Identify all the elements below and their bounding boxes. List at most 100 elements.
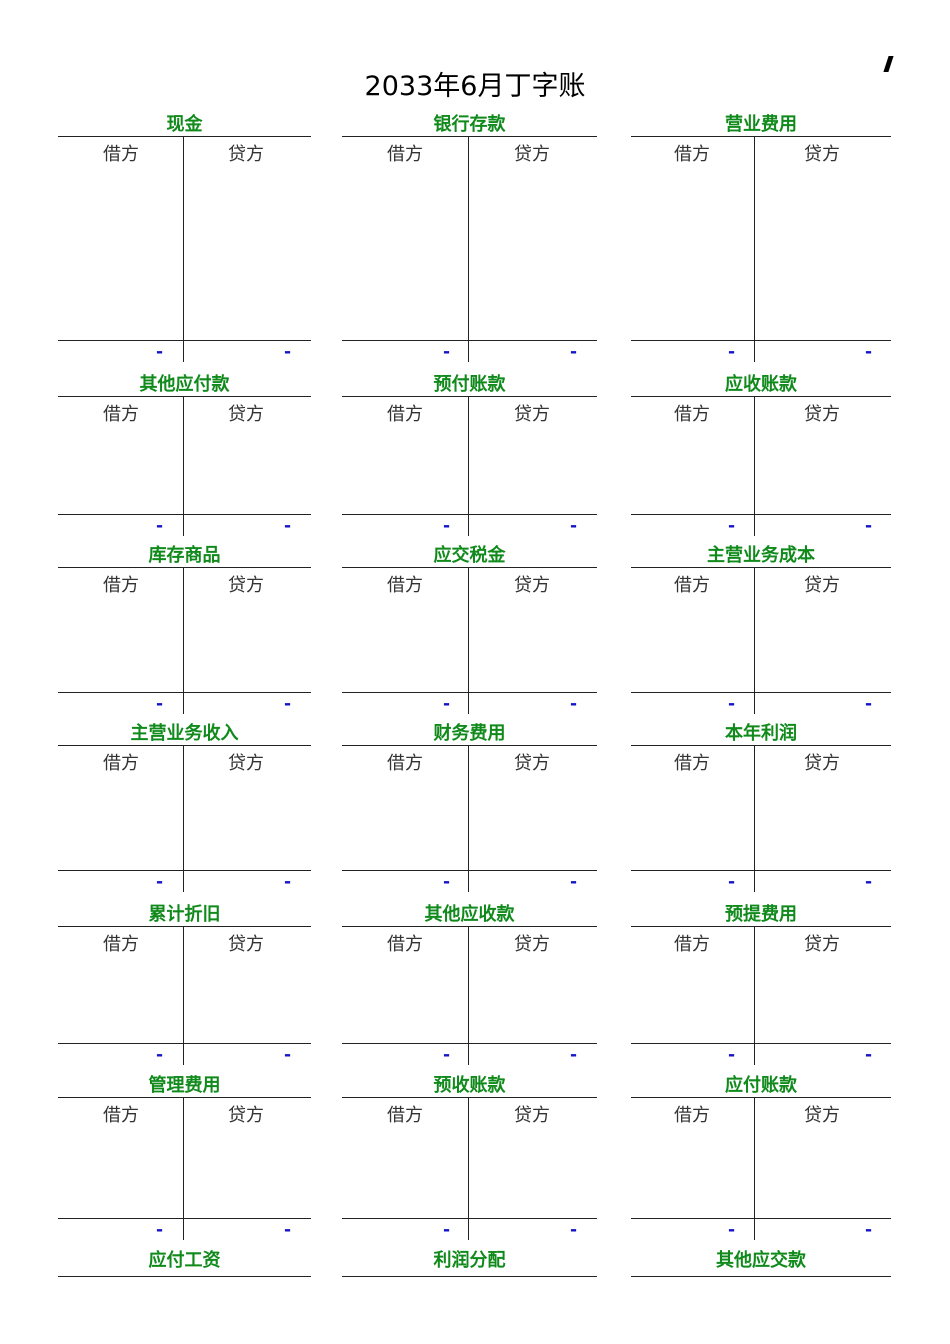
t-account: 其他应付款 借方 贷方 - - xyxy=(58,372,311,538)
credit-balance: - xyxy=(570,1220,578,1240)
t-account: 预收账款 借方 贷方 - - xyxy=(342,1073,597,1242)
account-name: 其他应付款 xyxy=(139,374,230,395)
debit-label: 借方 xyxy=(674,934,710,955)
debit-label: 借方 xyxy=(674,144,710,165)
account-divider xyxy=(183,567,184,714)
account-divider xyxy=(754,745,755,892)
account-name: 预付账款 xyxy=(433,374,506,395)
credit-label: 贷方 xyxy=(228,753,264,774)
debit-label: 借方 xyxy=(387,404,423,425)
account-divider xyxy=(754,1097,755,1240)
t-account: 主营业务成本 借方 贷方 - - xyxy=(631,543,891,716)
credit-label: 贷方 xyxy=(514,934,550,955)
credit-balance: - xyxy=(865,694,873,714)
credit-label: 贷方 xyxy=(228,934,264,955)
account-bottom-rule xyxy=(342,514,597,515)
debit-balance: - xyxy=(443,694,451,714)
account-divider xyxy=(754,396,755,536)
account-divider xyxy=(183,136,184,362)
debit-balance: - xyxy=(728,694,736,714)
account-name: 应交税金 xyxy=(433,545,506,566)
debit-label: 借方 xyxy=(103,934,139,955)
account-divider xyxy=(468,567,469,714)
credit-balance: - xyxy=(570,872,578,892)
account-top-rule xyxy=(58,136,311,137)
account-divider xyxy=(468,745,469,892)
t-account: 累计折旧 借方 贷方 - - xyxy=(58,902,311,1067)
account-top-rule xyxy=(58,1097,311,1098)
account-bottom-rule xyxy=(631,514,891,515)
debit-label: 借方 xyxy=(387,753,423,774)
account-top-rule xyxy=(342,136,597,137)
debit-balance: - xyxy=(156,694,164,714)
credit-label: 贷方 xyxy=(804,1105,840,1126)
credit-balance: - xyxy=(284,342,292,362)
credit-balance: - xyxy=(865,516,873,536)
account-divider xyxy=(754,926,755,1065)
account-top-rule xyxy=(58,567,311,568)
credit-label: 贷方 xyxy=(514,404,550,425)
debit-label: 借方 xyxy=(103,1105,139,1126)
credit-label: 贷方 xyxy=(514,575,550,596)
account-divider xyxy=(468,396,469,536)
debit-label: 借方 xyxy=(103,404,139,425)
account-name: 银行存款 xyxy=(433,114,506,135)
t-account: 现金借方 贷方 - - xyxy=(58,112,311,364)
t-account: 库存商品 借方 贷方 - - xyxy=(58,543,311,716)
account-name: 主营业务成本 xyxy=(707,545,815,566)
t-account: 银行存款 借方 贷方 - - xyxy=(342,112,597,364)
debit-label: 借方 xyxy=(387,144,423,165)
account-bottom-rule xyxy=(342,340,597,341)
t-account: 营业费用 借方 贷方 - - xyxy=(631,112,891,364)
t-account: 预付账款 借方 贷方 - - xyxy=(342,372,597,538)
credit-balance: - xyxy=(865,1045,873,1065)
account-bottom-rule xyxy=(631,692,891,693)
account-name: 应收账款 xyxy=(725,374,797,395)
credit-balance: - xyxy=(865,342,873,362)
debit-label: 借方 xyxy=(387,934,423,955)
account-name: 累计折旧 xyxy=(148,904,221,925)
account-divider xyxy=(468,1097,469,1240)
account-name: 预收账款 xyxy=(433,1075,506,1096)
t-account: 管理费用 借方 贷方 - - xyxy=(58,1073,311,1242)
account-bottom-rule xyxy=(58,340,311,341)
debit-label: 借方 xyxy=(674,404,710,425)
debit-balance: - xyxy=(728,1045,736,1065)
debit-balance: - xyxy=(443,1045,451,1065)
credit-label: 贷方 xyxy=(804,144,840,165)
account-name: 管理费用 xyxy=(148,1075,221,1096)
account-name: 营业费用 xyxy=(725,114,797,135)
debit-label: 借方 xyxy=(103,144,139,165)
credit-label: 贷方 xyxy=(228,575,264,596)
debit-balance: - xyxy=(156,342,164,362)
account-name: 其他应交款 xyxy=(716,1250,806,1271)
credit-balance: - xyxy=(865,1220,873,1240)
page-title: 2033年6月丁字账 xyxy=(364,71,586,102)
debit-balance: - xyxy=(156,516,164,536)
debit-label: 借方 xyxy=(387,1105,423,1126)
t-account-footer: 利润分配 xyxy=(342,1248,597,1278)
t-account: 应付账款 借方 贷方 - - xyxy=(631,1073,891,1242)
account-bottom-rule xyxy=(58,692,311,693)
debit-label: 借方 xyxy=(387,575,423,596)
credit-label: 贷方 xyxy=(804,404,840,425)
account-name: 现金 xyxy=(166,114,203,135)
debit-balance: - xyxy=(728,342,736,362)
account-top-rule xyxy=(342,567,597,568)
t-account-footer: 应付工资 xyxy=(58,1248,311,1278)
account-top-rule xyxy=(58,1276,311,1277)
account-top-rule xyxy=(342,1097,597,1098)
credit-label: 贷方 xyxy=(228,144,264,165)
t-account: 主营业务收入 借方 贷方 - - xyxy=(58,721,311,894)
credit-balance: - xyxy=(284,694,292,714)
account-top-rule xyxy=(631,396,891,397)
t-account: 财务费用 借方 贷方 - - xyxy=(342,721,597,894)
account-name: 主营业务收入 xyxy=(130,723,239,744)
account-name: 应付账款 xyxy=(725,1075,797,1096)
t-account-footer: 其他应交款 xyxy=(631,1248,891,1278)
debit-balance: - xyxy=(156,872,164,892)
account-bottom-rule xyxy=(342,870,597,871)
credit-label: 贷方 xyxy=(514,753,550,774)
credit-balance: - xyxy=(570,1045,578,1065)
debit-balance: - xyxy=(156,1045,164,1065)
